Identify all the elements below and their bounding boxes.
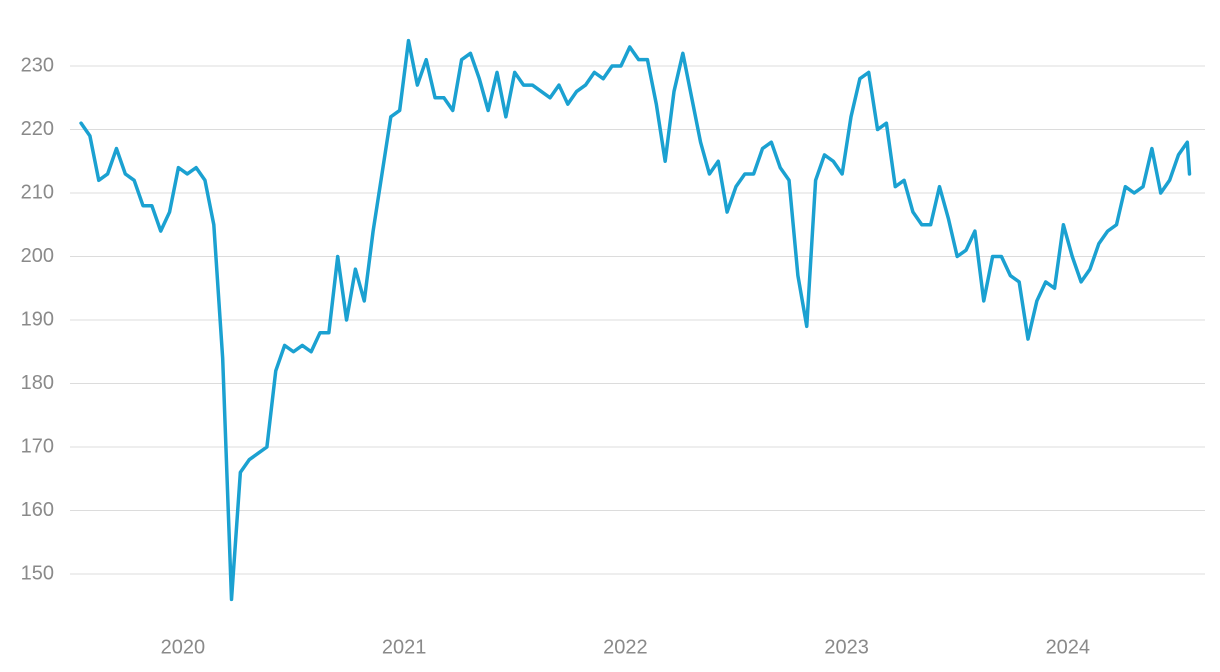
y-tick-label: 210 — [21, 181, 54, 203]
x-tick-label: 2023 — [824, 636, 869, 658]
y-tick-label: 190 — [21, 308, 54, 330]
y-tick-label: 180 — [21, 372, 54, 394]
y-tick-label: 170 — [21, 435, 54, 457]
y-tick-label: 230 — [21, 54, 54, 76]
price-line — [79, 38, 1192, 602]
x-tick-label: 2021 — [382, 636, 427, 658]
x-tick-label: 2022 — [603, 636, 648, 658]
y-tick-label: 220 — [21, 118, 54, 140]
y-tick-label: 200 — [21, 245, 54, 267]
x-tick-label: 2024 — [1046, 636, 1091, 658]
y-tick-label: 160 — [21, 499, 54, 521]
y-tick-label: 150 — [21, 562, 54, 584]
x-tick-label: 2020 — [161, 636, 206, 658]
